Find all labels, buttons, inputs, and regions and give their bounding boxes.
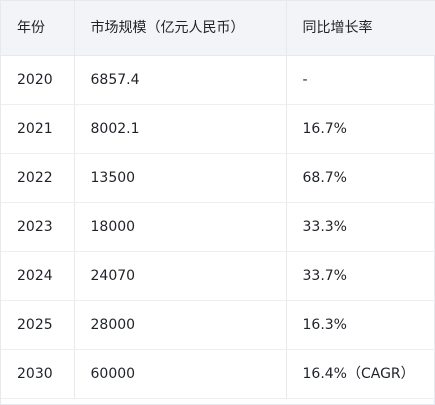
cell-market-size: 18000 (74, 202, 287, 252)
cell-year: 2021 (1, 104, 75, 154)
table-header: 年份 市场规模（亿元人民币） 同比增长率 (1, 1, 435, 56)
cell-growth-rate: 33.7% (286, 251, 435, 301)
cell-year: 2023 (1, 202, 75, 252)
table-row: 2030 60000 16.4%（CAGR） (1, 349, 435, 399)
cell-growth-rate: 16.7% (286, 104, 435, 154)
header-growth-rate: 同比增长率 (286, 1, 435, 56)
table-row: 2025 28000 16.3% (1, 300, 435, 350)
cell-growth-rate: - (286, 55, 435, 105)
cell-market-size: 8002.1 (74, 104, 287, 154)
cell-year: 2024 (1, 251, 75, 301)
cell-market-size: 60000 (74, 349, 287, 399)
table-row: 2021 8002.1 16.7% (1, 104, 435, 154)
cell-market-size: 6857.4 (74, 55, 287, 105)
cell-market-size: 24070 (74, 251, 287, 301)
cell-year: 2020 (1, 55, 75, 105)
cell-year: 2025 (1, 300, 75, 350)
cell-market-size: 28000 (74, 300, 287, 350)
cell-year: 2030 (1, 349, 75, 399)
cell-growth-rate: 16.3% (286, 300, 435, 350)
table-row: 2024 24070 33.7% (1, 251, 435, 301)
header-row: 年份 市场规模（亿元人民币） 同比增长率 (1, 1, 435, 56)
table-row: 2023 18000 33.3% (1, 202, 435, 252)
header-year: 年份 (1, 1, 75, 56)
cell-growth-rate: 33.3% (286, 202, 435, 252)
cell-growth-rate: 68.7% (286, 153, 435, 203)
cell-year: 2022 (1, 153, 75, 203)
header-market-size: 市场规模（亿元人民币） (74, 1, 287, 56)
cell-growth-rate: 16.4%（CAGR） (286, 349, 435, 399)
table-body: 2020 6857.4 - 2021 8002.1 16.7% 2022 135… (1, 55, 435, 399)
cell-market-size: 13500 (74, 153, 287, 203)
table-row: 2020 6857.4 - (1, 55, 435, 105)
table-row: 2022 13500 68.7% (1, 153, 435, 203)
